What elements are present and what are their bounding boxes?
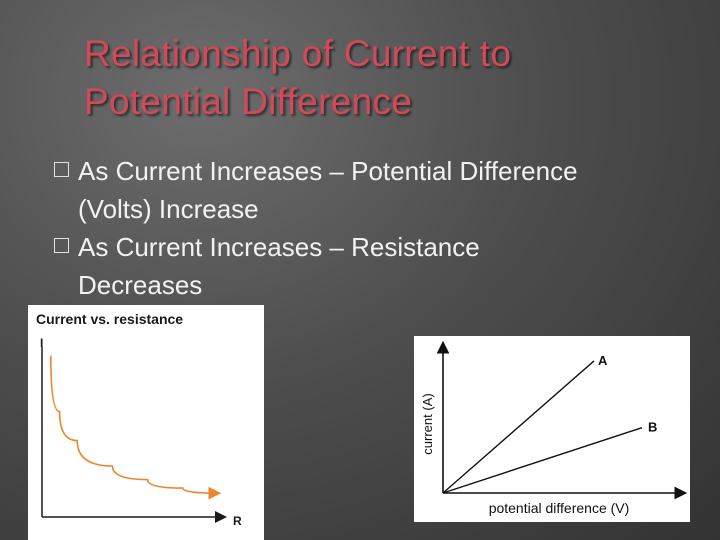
chart-1-ylabel: I	[40, 336, 43, 350]
chart-1-xlabel: R	[233, 514, 242, 528]
bullet-list: As Current Increases – Potential Differe…	[54, 152, 694, 304]
chart-1-title: Current vs. resistance	[36, 311, 183, 327]
chart-1-series-curve	[50, 355, 222, 500]
bullet-1-line-1: As Current Increases – Potential Differe…	[78, 156, 578, 186]
slide-title-line-2: Potential Difference	[84, 81, 413, 122]
slide-title: Relationship of Current to Potential Dif…	[84, 30, 704, 126]
chart-2-ylabel: current (A)	[420, 393, 435, 454]
current-vs-potential-chart: current (A) potential difference (V) A B	[414, 336, 690, 522]
bullet-1-line-2: (Volts) Increase	[78, 194, 259, 224]
bullet-2-line-1: As Current Increases – Resistance	[78, 232, 480, 262]
bullet-2-line-2: Decreases	[78, 270, 203, 300]
current-vs-potential-svg: current (A) potential difference (V) A B	[420, 340, 688, 516]
chart-2-series-b-label: B	[648, 420, 657, 435]
slide-title-line-1: Relationship of Current to	[84, 33, 512, 74]
bullet-item-2: As Current Increases – Resistance Decrea…	[54, 228, 694, 304]
chart-2-series-a-label: A	[598, 353, 608, 368]
current-vs-resistance-svg: Current vs. resistance I R	[36, 311, 242, 528]
current-vs-resistance-chart: Current vs. resistance I R	[28, 305, 264, 540]
box-icon	[54, 162, 69, 177]
bullet-item-1: As Current Increases – Potential Differe…	[54, 152, 694, 228]
box-icon	[54, 238, 69, 253]
chart-2-series-a-line	[442, 360, 595, 494]
chart-2-xlabel: potential difference (V)	[489, 500, 630, 516]
chart-2-series-b-line	[442, 427, 643, 494]
